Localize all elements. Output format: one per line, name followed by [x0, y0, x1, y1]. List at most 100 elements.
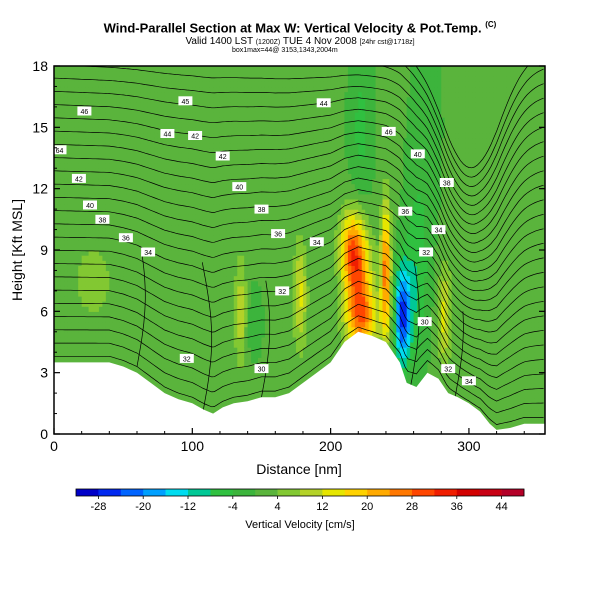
heat-cell [188, 66, 193, 72]
heat-cell [206, 76, 211, 82]
heat-cell [116, 234, 121, 241]
heat-cell [143, 301, 148, 307]
heat-cell [136, 244, 142, 251]
heat-cell [71, 137, 76, 144]
heat-cell [154, 229, 159, 236]
heat-cell [161, 270, 166, 277]
heat-cell [123, 127, 128, 134]
heat-cell [285, 183, 290, 190]
heat-cell [133, 91, 138, 98]
heat-cell [105, 91, 110, 98]
heat-cell [133, 81, 138, 88]
heat-cell [67, 188, 72, 195]
heat-cell [247, 96, 252, 103]
heat-cell [268, 382, 273, 389]
heat-cell [213, 275, 218, 282]
heat-cell [181, 81, 186, 88]
heat-cell [119, 147, 124, 154]
heat-cell [81, 86, 86, 93]
heat-cell [216, 66, 221, 72]
heat-cell [244, 398, 249, 404]
heat-cell [223, 260, 228, 266]
heat-cell [60, 198, 65, 205]
heat-cell [178, 152, 183, 159]
heat-cell [206, 101, 211, 108]
heat-cell [188, 311, 193, 318]
heat-cell [282, 377, 287, 384]
heat-cell [282, 198, 287, 205]
heat-cell [202, 76, 207, 82]
heat-cell [67, 163, 72, 169]
heat-cell [157, 132, 162, 139]
heat-cell [233, 86, 238, 93]
heat-cell [98, 188, 104, 195]
heat-cell [199, 158, 204, 164]
heat-cell [278, 326, 283, 333]
heat-cell [71, 342, 76, 348]
heat-cell [92, 127, 97, 134]
heat-cell [116, 311, 121, 318]
heat-cell [112, 352, 117, 358]
heat-cell [275, 362, 280, 369]
heat-cell [71, 219, 76, 226]
heat-cell [226, 342, 231, 348]
heat-cell [192, 311, 197, 318]
heat-cell [181, 377, 186, 384]
heat-cell [92, 152, 97, 159]
heat-cell [109, 342, 114, 348]
heat-cell [188, 152, 193, 159]
heat-cell [116, 275, 121, 282]
heat-cell [230, 357, 235, 364]
heat-cell [216, 158, 221, 164]
heat-cell [112, 112, 117, 118]
heat-cell [185, 326, 190, 333]
heat-cell [109, 101, 114, 108]
heat-cell [74, 112, 79, 118]
heat-cell [251, 86, 256, 93]
heat-cell [268, 280, 273, 287]
heat-cell [95, 86, 100, 93]
heat-cell [98, 357, 104, 364]
heat-cell [188, 255, 193, 261]
heat-cell [154, 91, 159, 98]
heat-cell [85, 178, 90, 185]
heat-cell [67, 285, 72, 292]
heat-cell [123, 204, 128, 210]
heat-cell [285, 209, 290, 215]
heat-cell [237, 372, 242, 379]
heat-cell [102, 101, 107, 108]
heat-cell [240, 382, 245, 389]
heat-cell [171, 372, 176, 379]
heat-cell [133, 285, 138, 292]
heat-cell [178, 137, 183, 144]
heat-cell [147, 188, 152, 195]
heat-cell [133, 270, 138, 277]
heat-cell [154, 132, 159, 139]
heat-cell [74, 193, 79, 200]
heat-cell [271, 255, 276, 261]
heat-cell [202, 86, 207, 93]
heat-cell [98, 311, 104, 318]
heat-cell [81, 311, 86, 318]
heat-cell [126, 280, 131, 287]
heat-cell [261, 168, 266, 174]
heat-cell [119, 352, 124, 358]
heat-cell [247, 377, 252, 384]
heat-cell [185, 122, 190, 128]
heat-cell [157, 122, 162, 128]
heat-cell [126, 250, 131, 256]
heat-cell [275, 106, 280, 113]
heat-cell [278, 66, 283, 72]
heat-cell [136, 168, 142, 174]
heat-cell [251, 127, 256, 134]
heat-cell [74, 275, 79, 282]
heat-cell [143, 255, 148, 261]
heat-cell [206, 244, 211, 251]
heat-cell [175, 311, 180, 318]
heat-cell [261, 117, 266, 123]
heat-cell [261, 66, 266, 72]
heat-cell [271, 152, 276, 159]
heat-cell [233, 357, 238, 364]
heat-cell [130, 178, 135, 185]
heat-cell [105, 101, 110, 108]
